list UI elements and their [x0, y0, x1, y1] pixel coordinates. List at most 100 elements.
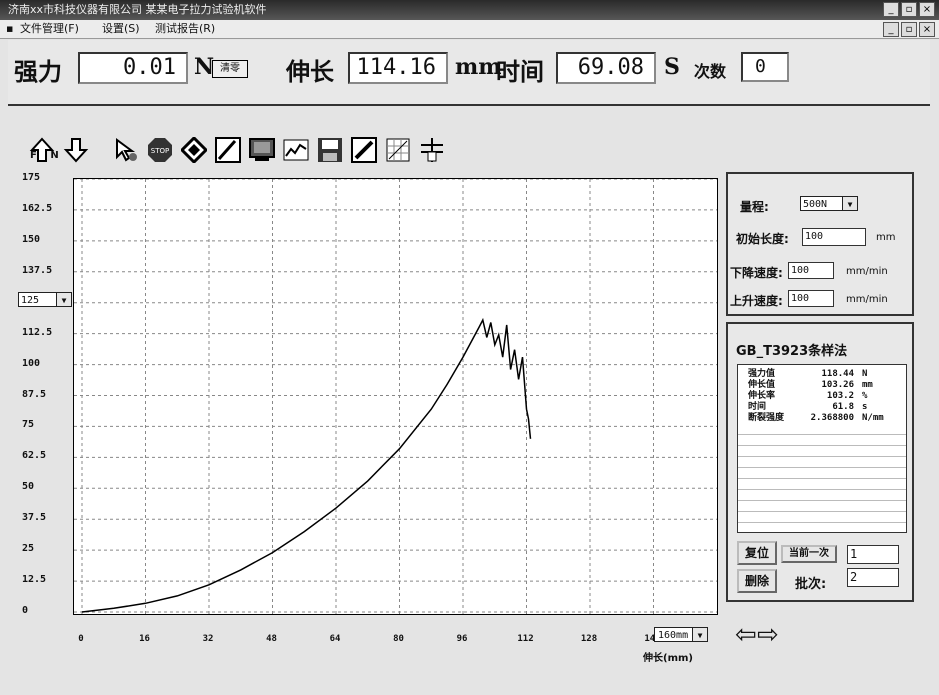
table-row-line	[738, 478, 906, 479]
result-value: 2.368800	[810, 413, 854, 423]
arrow-right-icon[interactable]: ⇨	[757, 620, 779, 650]
monitor-icon[interactable]	[248, 136, 276, 164]
readout-bar: 强力 0.01 N 清零 伸长 114.16 mm 时间 69.08 S 次数 …	[8, 40, 930, 106]
result-name: 伸长值	[748, 380, 776, 390]
table-row-line	[738, 489, 906, 490]
initlen-input[interactable]: 100	[802, 228, 866, 246]
time-unit: S	[664, 54, 680, 80]
y-tick-label: 150	[22, 233, 41, 245]
result-row: 伸长率 103.2%	[738, 391, 906, 402]
force-unit: N	[194, 54, 215, 80]
arrow-down-icon[interactable]	[62, 136, 90, 164]
app-menu-icon[interactable]: ▪	[6, 22, 14, 35]
time-label: 时间	[496, 57, 544, 86]
close-button[interactable]: ×	[919, 2, 935, 17]
result-unit: %	[862, 391, 868, 401]
x-range-select[interactable]: 160mm ▼	[654, 627, 708, 642]
delete-button[interactable]: 删除	[737, 569, 777, 593]
x-tick-label: 48	[266, 634, 277, 644]
mdi-minimize-button[interactable]: _	[883, 22, 899, 37]
menu-settings[interactable]: 设置(S)	[102, 22, 140, 35]
result-name: 强力值	[748, 369, 776, 379]
chevron-down-icon: ▼	[56, 293, 71, 306]
up-speed-label: 上升速度:	[730, 294, 783, 308]
result-row: 强力值 118.44 N	[738, 369, 906, 380]
force-value: 0.01	[78, 52, 188, 84]
force-elongation-line	[81, 317, 532, 613]
menu-report[interactable]: 测试报告(R)	[155, 22, 216, 35]
report-icon[interactable]	[384, 136, 412, 164]
x-tick-label: 16	[139, 634, 150, 644]
result-value: 103.26	[821, 380, 854, 390]
chart-plot	[73, 178, 718, 615]
results-table: 强力值 118.44 N 伸长值 103.26 mm 伸长率 103.2% 时间 61.8 s 断裂强…	[737, 364, 907, 533]
y-tick-label: 50	[22, 481, 35, 493]
table-row-line	[738, 445, 906, 446]
up-speed-unit: mm/min	[846, 294, 888, 305]
chart-svg	[74, 178, 717, 614]
down-speed-input[interactable]: 100	[788, 262, 834, 279]
edit-icon[interactable]	[214, 136, 242, 164]
elong-unit: mm	[455, 54, 502, 80]
chart-nav: ⇦ ⇨	[735, 621, 783, 649]
current-input[interactable]: 1	[847, 545, 899, 564]
time-value: 69.08	[556, 52, 656, 84]
count-value: 0	[741, 52, 789, 82]
result-name: 伸长率	[748, 391, 776, 401]
result-value: 118.44	[821, 369, 854, 379]
menu-file[interactable]: 文件管理(F)	[20, 22, 79, 35]
y-tick-label: 25	[22, 543, 35, 555]
y-tick-label: 100	[22, 357, 41, 369]
x-range-value: 160mm	[658, 630, 689, 641]
svg-text:STOP: STOP	[151, 147, 169, 155]
up-speed-input[interactable]: 100	[788, 290, 834, 307]
y-tick-label: 62.5	[22, 450, 47, 462]
down-speed-unit: mm/min	[846, 266, 888, 277]
toolbar: STOP	[28, 130, 452, 170]
diamond-icon[interactable]	[180, 136, 208, 164]
x-tick-label: 0	[78, 634, 84, 644]
table-row-line	[738, 467, 906, 468]
initlen-label: 初始长度:	[736, 232, 789, 246]
table-row-line	[738, 434, 906, 435]
ruler-icon[interactable]	[418, 136, 446, 164]
table-row-line	[738, 522, 906, 523]
curve-icon[interactable]	[282, 136, 310, 164]
save-icon[interactable]	[316, 136, 344, 164]
arrow-left-icon[interactable]: ⇦	[735, 620, 757, 650]
down-speed-label: 下降速度:	[730, 266, 783, 280]
elong-label: 伸长	[286, 57, 334, 86]
zero-button[interactable]: 清零	[212, 60, 248, 78]
y-range-value: 125	[21, 295, 40, 306]
mdi-close-button[interactable]: ×	[919, 22, 935, 37]
current-button[interactable]: 当前一次	[781, 545, 837, 563]
result-value: 103.2	[826, 391, 854, 401]
pencil-icon[interactable]	[350, 136, 378, 164]
y-tick-label: 12.5	[22, 574, 47, 586]
y-range-select[interactable]: 125 ▼	[18, 292, 72, 307]
batch-input[interactable]: 2	[847, 568, 899, 587]
menu-bar: ▪ 文件管理(F) 设置(S) 测试报告(R) _ ▫ ×	[0, 20, 939, 39]
table-row-line	[738, 500, 906, 501]
x-tick-label: 32	[202, 634, 214, 644]
result-name: 断裂强度	[748, 413, 785, 423]
reset-button[interactable]: 复位	[737, 541, 777, 565]
result-unit: mm	[862, 380, 873, 390]
x-tick-label: 144	[644, 634, 661, 644]
range-label: 量程:	[740, 200, 769, 214]
result-row: 断裂强度 2.368800 N/mm	[738, 413, 906, 424]
stop-icon[interactable]: STOP	[146, 136, 174, 164]
restore-button[interactable]: ▫	[901, 2, 917, 17]
arrow-up-icon[interactable]	[28, 136, 56, 164]
force-label: 强力	[14, 57, 62, 86]
minimize-button[interactable]: _	[883, 2, 899, 17]
table-row-line	[738, 456, 906, 457]
mdi-restore-button[interactable]: ▫	[901, 22, 917, 37]
x-tick-label: 80	[393, 634, 404, 644]
result-value: 61.8	[832, 402, 854, 412]
result-row: 伸长值 103.26 mm	[738, 380, 906, 391]
result-unit: N/mm	[862, 413, 884, 423]
x-axis-label: 伸长(mm)	[643, 653, 693, 664]
pointer-icon[interactable]	[112, 136, 140, 164]
range-select[interactable]: 500N ▼	[800, 196, 858, 211]
